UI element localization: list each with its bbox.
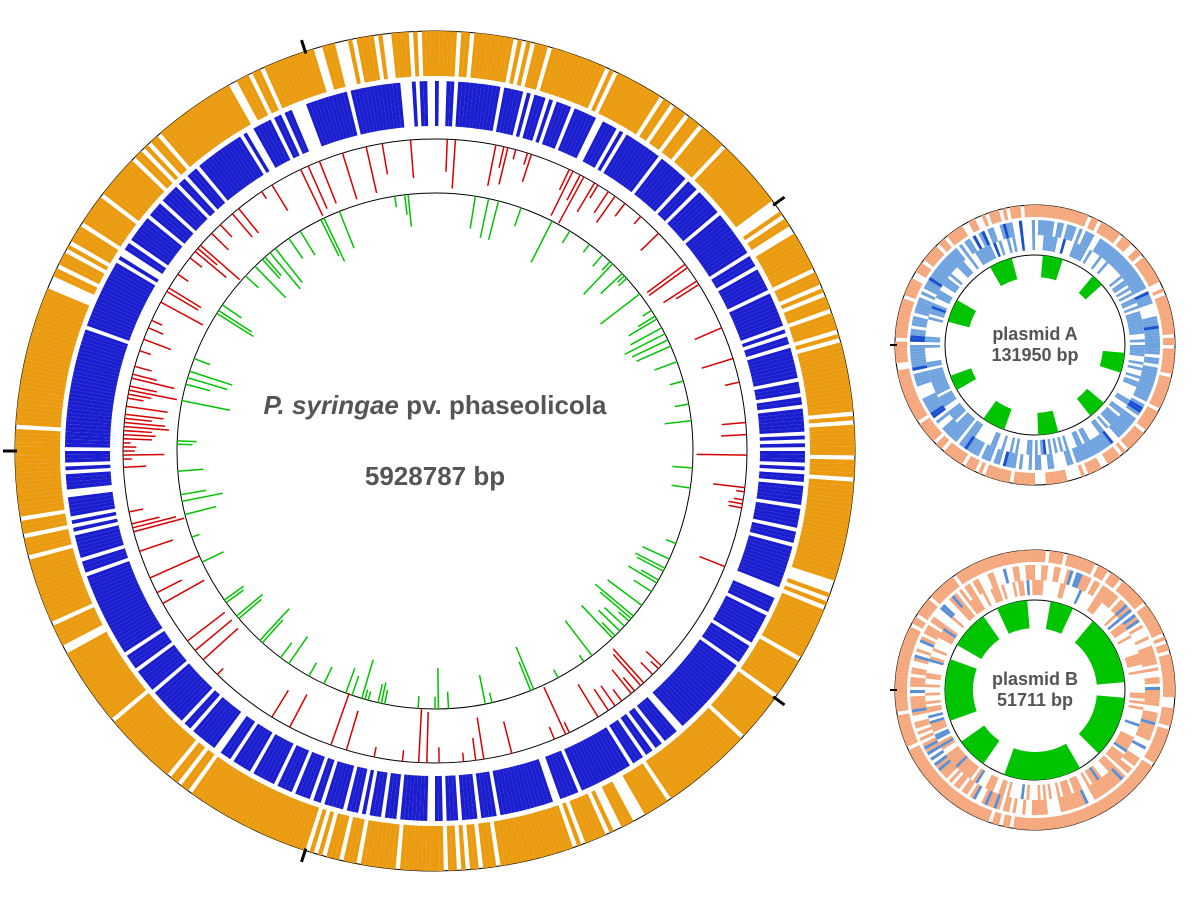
organism-pathovar: pv. phaseolicola: [399, 390, 607, 420]
chromosome-label: P. syringae pv. phaseolicola 5928787 bp: [235, 390, 635, 492]
plasmid-b-size: 51711 bp: [935, 690, 1135, 711]
plasmid-b-label: plasmid B 51711 bp: [935, 669, 1135, 711]
plasmid-a-label: plasmid A 131950 bp: [935, 324, 1135, 366]
plasmid-a-name: plasmid A: [935, 324, 1135, 345]
plasmid-a-map: plasmid A 131950 bp: [890, 200, 1180, 490]
plasmids-panel: plasmid A 131950 bp plasmid B 51711 bp: [870, 0, 1200, 902]
organism-name: P. syringae pv. phaseolicola: [235, 390, 635, 421]
chromosome-size: 5928787 bp: [235, 461, 635, 492]
chromosome-map: P. syringae pv. phaseolicola 5928787 bp: [0, 0, 870, 902]
organism-italic: P. syringae: [264, 390, 399, 420]
plasmid-a-size: 131950 bp: [935, 345, 1135, 366]
plasmid-b-map: plasmid B 51711 bp: [890, 545, 1180, 835]
plasmid-b-name: plasmid B: [935, 669, 1135, 690]
